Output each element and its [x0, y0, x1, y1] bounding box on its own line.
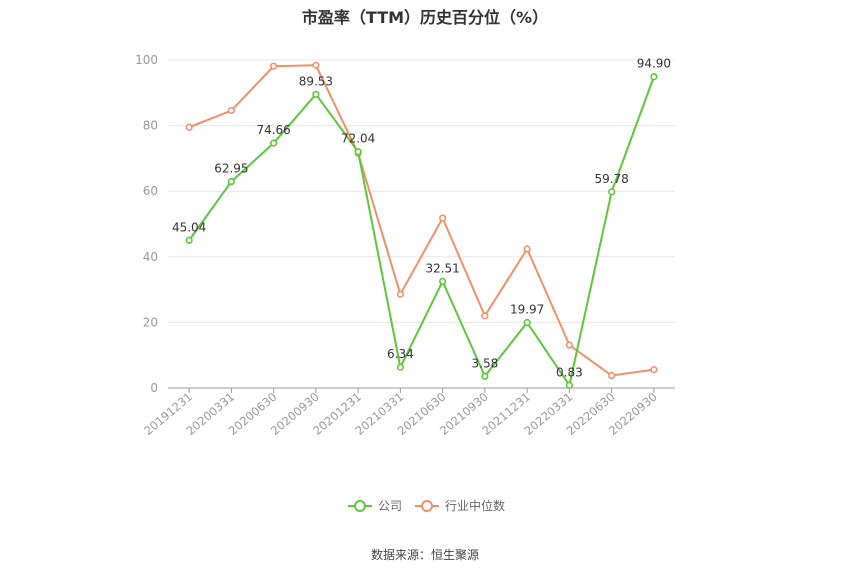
- data-point: [523, 318, 531, 327]
- data-label: 32.51: [425, 261, 459, 275]
- data-label: 74.66: [256, 123, 290, 137]
- data-label: 6.34: [387, 347, 414, 361]
- data-label: 0.83: [556, 365, 583, 379]
- data-point: [650, 73, 658, 81]
- data-point: [227, 106, 235, 115]
- data-label: 94.90: [637, 57, 671, 71]
- data-label: 72.04: [341, 132, 375, 146]
- y-tick-label: 60: [143, 184, 158, 198]
- y-tick-label: 20: [143, 315, 158, 329]
- data-point: [185, 236, 193, 244]
- series-line-0: [188, 76, 655, 387]
- y-tick-label: 80: [143, 119, 158, 133]
- legend-label: 公司: [378, 499, 402, 513]
- legend-swatch-marker: [354, 500, 366, 512]
- data-point: [650, 366, 658, 374]
- data-point: [227, 177, 235, 186]
- data-point: [270, 139, 278, 147]
- chart-title: 市盈率（TTM）历史百分位（%）: [301, 8, 549, 27]
- data-label: 62.95: [214, 162, 248, 176]
- y-tick-label: 40: [143, 250, 158, 264]
- y-tick-label: 0: [150, 381, 158, 395]
- data-source-note: 数据来源：恒生聚源: [370, 548, 479, 562]
- data-point: [608, 188, 616, 196]
- data-point: [439, 277, 447, 285]
- data-point: [523, 245, 531, 253]
- data-point: [354, 148, 362, 156]
- data-point: [396, 290, 404, 298]
- data-label: 19.97: [510, 302, 544, 316]
- legend-label: 行业中位数: [445, 498, 505, 513]
- data-point: [312, 61, 320, 69]
- data-label: 45.04: [172, 220, 206, 234]
- data-point: [270, 62, 278, 70]
- data-label: 59.78: [594, 172, 628, 186]
- data-point: [481, 372, 489, 380]
- data-point: [481, 312, 489, 320]
- data-point: [312, 90, 320, 98]
- data-point: [565, 381, 573, 389]
- data-point: [185, 123, 193, 131]
- data-point: [565, 341, 573, 349]
- data-point: [439, 214, 447, 222]
- data-label: 3.58: [472, 356, 499, 370]
- data-point: [608, 371, 616, 380]
- data-point: [396, 363, 404, 371]
- data-label: 89.53: [299, 74, 333, 88]
- y-tick-label: 100: [135, 53, 158, 67]
- legend-swatch-marker: [421, 500, 433, 512]
- series-line-1: [188, 64, 655, 377]
